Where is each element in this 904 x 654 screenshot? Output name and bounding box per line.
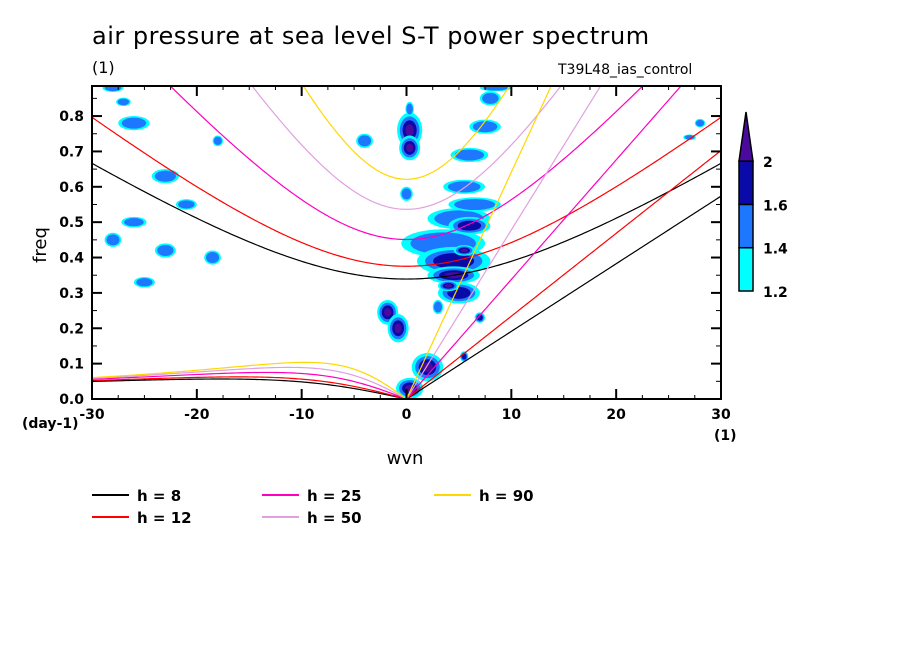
colorbar-extend-triangle (738, 111, 754, 162)
contour-patch-level-1 (684, 135, 695, 140)
contour-patch-level-1 (447, 181, 481, 193)
contour-patch-level-1 (117, 98, 130, 106)
dispersion-curves-layer (92, 86, 721, 399)
contour-patch-level-3 (384, 308, 392, 317)
contour-patch-level-1 (124, 218, 144, 227)
units-label: (1) (92, 58, 115, 77)
contour-patch-level-1 (454, 149, 485, 161)
contour-patch-level-1 (154, 170, 177, 182)
rossby-curve-h90 (92, 361, 407, 399)
eig-curve-h25 (169, 86, 644, 241)
y-tick-label: 0.0 (59, 392, 84, 408)
kelvin-curve-h25 (406, 86, 682, 399)
legend-label-h8: h = 8 (137, 487, 181, 505)
rossby-curve-h25 (92, 371, 407, 399)
eig-curve-h8 (92, 162, 721, 280)
axis-ticks: -30 -20 -10 0 10 20 30 0.0 0.1 0.2 0.3 0.4 0.5 0.6 0.7… (59, 86, 731, 423)
colorbar-label: 1.2 (763, 285, 788, 301)
contour-patch-level-3 (460, 248, 468, 253)
colorbar-label: 1.6 (763, 198, 788, 214)
contour-patch-level-1 (454, 198, 496, 210)
contour-patch-level-3 (405, 124, 414, 137)
contour-patch-level-1 (472, 121, 498, 133)
x-tick-label: 0 (402, 407, 412, 423)
rossby-curve-h12 (92, 376, 407, 399)
eig-curve-h50 (251, 86, 562, 210)
x-tick-label: 10 (502, 407, 522, 423)
eig-curve-h90 (302, 86, 511, 180)
legend: h = 8 h = 12 h = 25 h = 50 h = 90 (92, 487, 534, 527)
x-tick-label: -30 (79, 407, 105, 423)
y-tick-label: 0.2 (59, 321, 84, 337)
kelvin-curve-h90 (405, 86, 552, 399)
contour-patch-level-1 (178, 200, 195, 209)
contour-patch-level-1 (106, 234, 120, 246)
y-tick-label: 0.8 (59, 109, 84, 125)
contour-patch-level-3 (444, 284, 452, 288)
contour-patch-level-1 (482, 92, 499, 104)
x-tick-label: -10 (289, 407, 315, 423)
chart-title: air pressure at sea level S-T power spec… (92, 22, 650, 50)
rossby-curve-h50 (92, 366, 407, 399)
colorbar-label: 1.4 (763, 242, 788, 258)
contour-patch-level-3 (406, 143, 414, 153)
y-tick-label: 0.7 (59, 144, 84, 160)
contour-patch-level-1 (157, 244, 174, 256)
colorbar: 1.2 1.4 1.6 2 (738, 111, 788, 301)
x-units-label: (1) (714, 428, 737, 444)
kelvin-curve-h12 (406, 150, 721, 399)
x-axis-label: wvn (387, 448, 424, 469)
x-tick-label: 30 (711, 407, 731, 423)
y-tick-label: 0.6 (59, 180, 84, 196)
colorbar-label: 2 (763, 155, 773, 171)
x-tick-label: -20 (184, 407, 210, 423)
contour-patch-level-1 (433, 301, 443, 313)
contour-patch-level-1 (406, 103, 413, 115)
contour-patch-level-1 (401, 188, 412, 200)
contour-patch-level-2 (457, 220, 482, 231)
rossby-curve-h8 (92, 378, 407, 399)
contour-patch-level-1 (136, 278, 153, 287)
y-tick-label: 0.3 (59, 286, 84, 302)
legend-label-h12: h = 12 (137, 509, 192, 527)
contour-patch-level-1 (213, 136, 222, 145)
contour-patch-level-1 (695, 119, 705, 127)
y-tick-label: 0.4 (59, 251, 84, 267)
colorbar-segment-0 (738, 246, 754, 292)
kelvin-curve-h50 (405, 86, 602, 399)
colorbar-segment-1 (738, 203, 754, 249)
contour-patch-level-3 (394, 323, 402, 334)
legend-label-h90: h = 90 (479, 487, 534, 505)
contour-patch-level-1 (104, 86, 122, 92)
colorbar-segment-2 (738, 160, 754, 206)
contour-patch-level-1 (483, 86, 508, 91)
contour-fill-layer (102, 86, 706, 399)
contour-patch-level-1 (206, 252, 220, 264)
legend-label-h25: h = 25 (307, 487, 362, 505)
y-axis-label: freq (30, 227, 51, 263)
contour-patch-level-1 (358, 135, 372, 147)
run-name: T39L48_ias_control (558, 62, 693, 78)
kelvin-curve-h8 (406, 195, 721, 399)
legend-label-h50: h = 50 (307, 509, 362, 527)
eig-curve-h12 (92, 116, 721, 267)
x-tick-label: 20 (606, 407, 626, 423)
contour-patch-level-1 (121, 117, 147, 129)
y-units-label: (day-1) (22, 416, 79, 432)
y-tick-label: 0.5 (59, 215, 84, 231)
y-tick-label: 0.1 (59, 357, 84, 373)
